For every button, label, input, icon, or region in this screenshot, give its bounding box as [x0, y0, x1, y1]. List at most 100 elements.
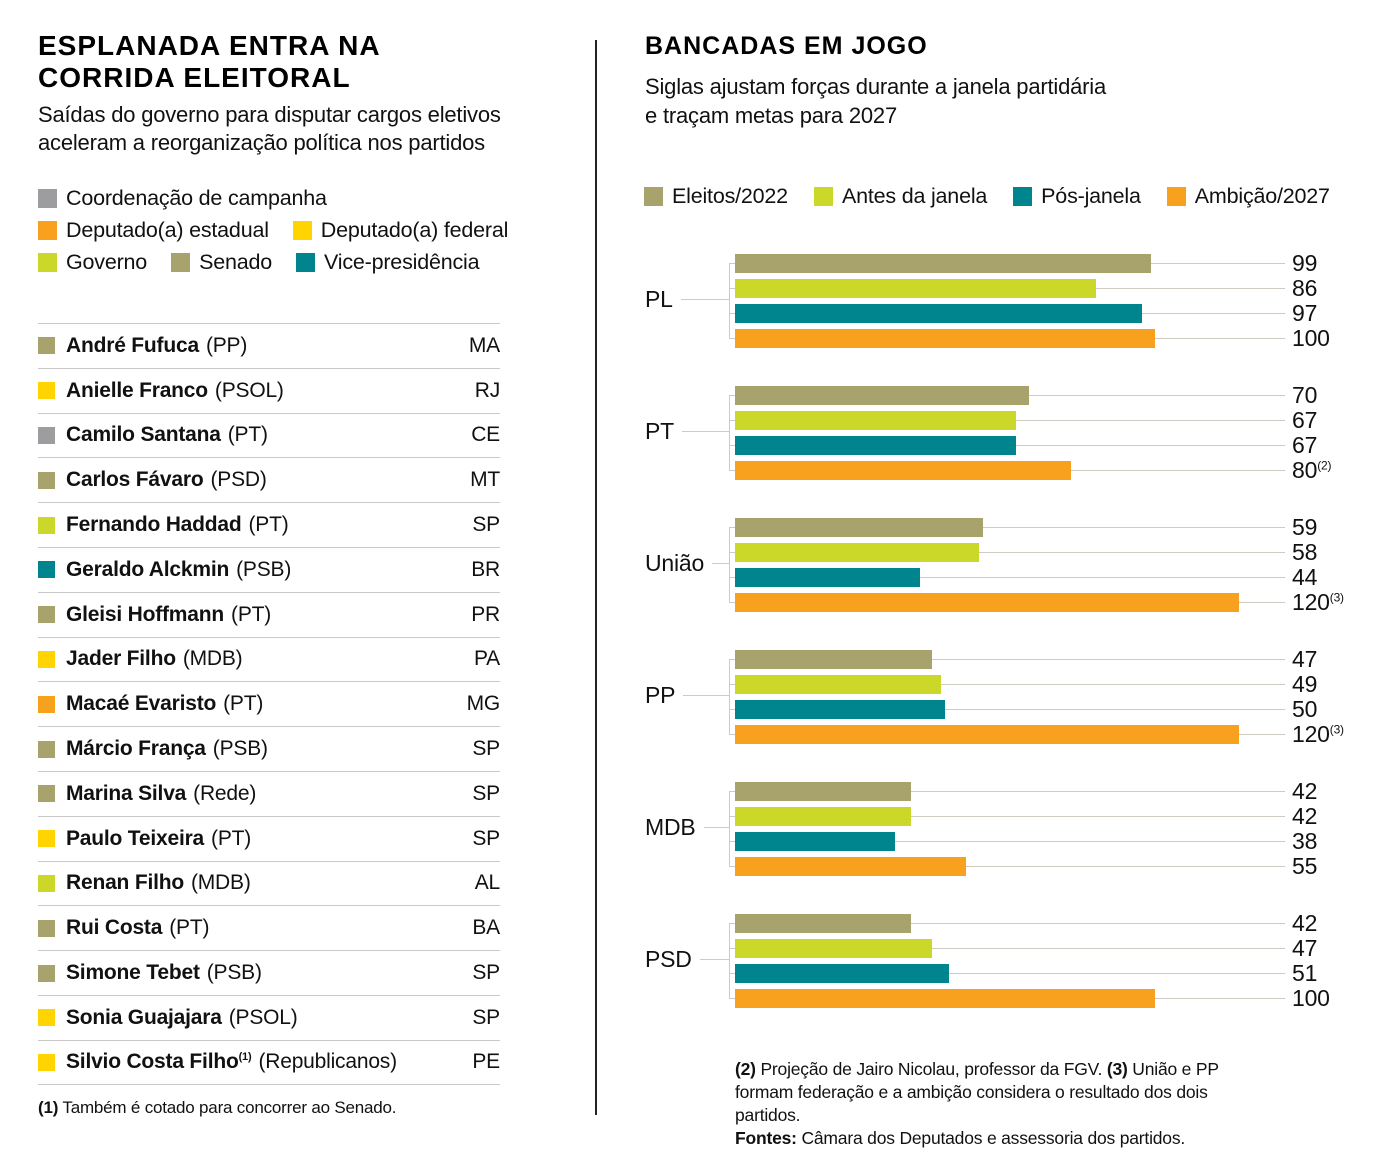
person-state: PA: [473, 647, 500, 671]
group-bracket: [729, 395, 730, 471]
list-item: Paulo Teixeira (PT) SP: [38, 815, 500, 861]
category-label-row: PT: [645, 418, 730, 445]
bar: [735, 436, 1017, 455]
panel-divider: [595, 40, 597, 1115]
bar-row: [729, 725, 1285, 744]
value-label: 47: [1292, 935, 1318, 961]
person-name: Camilo Santana: [66, 423, 221, 447]
person-name: Fernando Haddad: [66, 513, 242, 537]
yellow-swatch: [38, 830, 55, 848]
person-party: (PSB): [212, 737, 268, 761]
left-legend: Coordenação de campanha Deputado(a) estad…: [38, 186, 558, 282]
bar: [735, 782, 912, 801]
person-party: (Republicanos): [258, 1050, 397, 1074]
olive-swatch: [38, 337, 55, 355]
bar-row: [729, 304, 1285, 323]
list-item: Jader Filho (MDB) PA: [38, 636, 500, 682]
list-item: Carlos Fávaro (PSD) MT: [38, 457, 500, 502]
chart-group: União 59 58 44 120(3): [645, 514, 1375, 615]
bar-row: [729, 543, 1285, 562]
person-state: PR: [471, 602, 500, 626]
bar-row: [729, 568, 1285, 587]
lime-swatch: [813, 187, 833, 206]
value-label: 100: [1292, 985, 1330, 1011]
legend-item: Vice-presidência: [296, 250, 480, 275]
person-name: André Fufuca: [66, 333, 199, 357]
orange-swatch: [1166, 187, 1186, 206]
person-state: SP: [472, 826, 500, 850]
legend-label: Vice-presidência: [324, 250, 480, 274]
footnote-text: União e PP: [1127, 1059, 1219, 1079]
person-party: (PP): [205, 333, 248, 357]
legend-label: Senado: [199, 250, 272, 274]
bar-row: [729, 964, 1285, 983]
list-item: Geraldo Alckmin (PSB) BR: [38, 546, 500, 592]
person-state: CE: [471, 423, 500, 447]
footnote-marker: (1): [38, 1098, 59, 1117]
connector-line: [729, 527, 1285, 528]
legend-label: Eleitos/2022: [672, 184, 788, 208]
bar: [735, 700, 945, 719]
olive-swatch: [38, 785, 55, 803]
person-party: (PT): [227, 423, 268, 447]
legend-label: Deputado(a) estadual: [66, 218, 269, 242]
olive-swatch: [171, 253, 191, 272]
leader-line: [680, 299, 730, 300]
value-label: 80(2): [1292, 457, 1332, 483]
legend-item: Ambição/2027: [1166, 184, 1330, 209]
legend-item: Deputado(a) federal: [292, 218, 508, 243]
person-name: Sonia Guajajara: [66, 1005, 222, 1029]
legend-label: Pós-janela: [1041, 184, 1141, 208]
legend-item: Deputado(a) estadual: [38, 218, 269, 243]
bar: [735, 939, 933, 958]
list-item: Rui Costa (PT) BA: [38, 905, 500, 950]
value-label: 120(3): [1292, 721, 1344, 747]
value-label: 42: [1292, 910, 1318, 936]
value-label: 50: [1292, 696, 1318, 722]
orange-swatch: [38, 221, 57, 240]
chart-group: PT 70 67 67 80(2): [645, 382, 1375, 483]
person-name: Simone Tebet: [66, 961, 200, 985]
legend-label: Governo: [66, 250, 148, 274]
legend-item: Coordenação de campanha: [38, 186, 327, 211]
person-name: Renan Filho: [66, 871, 184, 895]
person-party: (PT): [211, 826, 252, 850]
leader-line: [712, 563, 730, 564]
value-label: 120(3): [1292, 589, 1344, 615]
legend-label: Ambição/2027: [1194, 184, 1330, 208]
legend-item: Antes da janela: [813, 184, 988, 209]
legend-item: Eleitos/2022: [644, 184, 788, 209]
footnote-marker: (1): [238, 1051, 252, 1064]
list-item: Camilo Santana (PT) CE: [38, 412, 500, 458]
group-bracket: [729, 263, 730, 339]
bar: [735, 989, 1155, 1008]
value-label: 51: [1292, 960, 1318, 986]
left-title: ESPLANADA ENTRA NA CORRIDA ELEITORAL: [38, 30, 381, 94]
chart-group: PSD 42 47 51 100: [645, 910, 1375, 1011]
bar-row: [729, 593, 1285, 612]
list-item: Márcio França (PSB) SP: [38, 726, 500, 771]
bar-row: [729, 807, 1285, 826]
leader-line: [683, 695, 730, 696]
bar: [735, 807, 912, 826]
bar-row: [729, 279, 1285, 298]
person-party: (PSOL): [214, 378, 284, 402]
category-label: MDB: [645, 814, 696, 840]
category-label: PP: [645, 682, 676, 708]
bar-row: [729, 436, 1285, 455]
person-name: Marina Silva: [66, 781, 187, 805]
lime-swatch: [38, 253, 57, 272]
person-party: (Rede): [193, 781, 257, 805]
list-item: Sonia Guajajara (PSOL) SP: [38, 994, 500, 1040]
category-label-row: União: [645, 550, 730, 577]
category-label: PL: [645, 286, 673, 312]
person-party: (PSD): [210, 468, 267, 492]
left-footnote: (1) Também é cotado para concorrer ao Se…: [38, 1098, 396, 1118]
bar: [735, 518, 983, 537]
bar: [735, 461, 1071, 480]
list-item: Silvio Costa Filho(1) (Republicanos) PE: [38, 1039, 500, 1085]
olive-swatch: [38, 740, 55, 758]
person-state: MA: [468, 333, 500, 357]
legend-label: Antes da janela: [841, 184, 988, 208]
bar: [735, 914, 912, 933]
